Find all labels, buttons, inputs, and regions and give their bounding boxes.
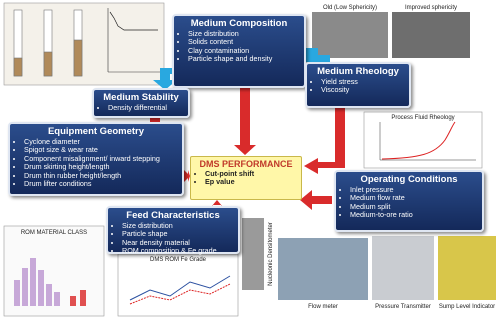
bullet: Inlet pressure	[350, 185, 477, 194]
box-title: Medium Stability	[103, 92, 179, 103]
image-caption: Process Fluid Rheology	[391, 115, 454, 121]
bullet: ROM composition & Fe grade	[122, 246, 233, 255]
box: Equipment Geometry Cyclone diameterSpigo…	[8, 122, 184, 196]
bullet: Ep value	[205, 177, 296, 186]
cyclone-photo	[242, 218, 264, 290]
box-list: Size distributionParticle shapeNear dens…	[113, 221, 233, 256]
bullet: Drum skirting height/length	[24, 162, 177, 171]
bullet: Medium-to-ore ratio	[350, 210, 477, 219]
bullet: Medium split	[350, 202, 477, 211]
bullet: Drum lifter conditions	[24, 179, 177, 188]
bullet: Particle shape and density	[188, 54, 299, 63]
bullet: Near density material	[122, 238, 233, 247]
image-caption: Old (Low Sphericity)	[323, 5, 377, 11]
bullet: Yield stress	[321, 77, 404, 86]
box: Medium Composition Size distributionSoli…	[172, 14, 306, 88]
bullet: Solids content	[188, 37, 299, 46]
center-title: DMS PERFORMANCE	[199, 159, 293, 169]
image-caption: DMS ROM Fe Grade	[150, 257, 207, 263]
box-list: Inlet pressureMedium flow rateMedium spl…	[341, 185, 477, 220]
box-list: Yield stressViscosity	[312, 77, 404, 95]
bullet: Cyclone diameter	[24, 137, 177, 146]
image-caption: Sump Level Indicator	[439, 304, 495, 310]
rom-bars	[14, 258, 86, 306]
bullet: Medium flow rate	[350, 193, 477, 202]
image-caption: Nucleonic Densitometer	[268, 222, 274, 286]
bullet: Size distribution	[122, 221, 233, 230]
box-title: Feed Characteristics	[126, 210, 220, 221]
bullet: Component misalignment/ inward stepping	[24, 154, 177, 163]
bullet: Particle shape	[122, 229, 233, 238]
box-title: Medium Composition	[190, 18, 288, 29]
box-title: Operating Conditions	[360, 174, 458, 185]
box-list: Cyclone diameterSpigot size & wear rateC…	[15, 137, 177, 188]
box-list: Size distributionSolids contentClay cont…	[179, 29, 299, 64]
center-box: DMS PERFORMANCE Cut-point shiftEp value	[190, 156, 302, 200]
box: Medium Stability Density differential	[92, 88, 190, 118]
image-caption: Flow meter	[308, 304, 338, 310]
box-title: Medium Rheology	[317, 66, 399, 77]
bullet: Spigot size & wear rate	[24, 145, 177, 154]
settling-image	[3, 2, 165, 86]
bullet: Size distribution	[188, 29, 299, 38]
rheology-plot	[379, 121, 476, 161]
image-caption: Improved sphericity	[405, 5, 457, 11]
fe-grade-chart	[117, 253, 239, 317]
bullet: Drum thin rubber height/length	[24, 171, 177, 180]
box: Operating Conditions Inlet pressureMediu…	[334, 170, 484, 232]
sump-photo	[438, 236, 496, 300]
bullet: Density differential	[108, 103, 183, 112]
bullet: Viscosity	[321, 85, 404, 94]
box: Medium Rheology Yield stressViscosity	[305, 62, 411, 108]
pressure-photo	[372, 236, 434, 300]
box: Feed Characteristics Size distributionPa…	[106, 206, 240, 256]
settling-tubes	[13, 9, 83, 77]
bullet: Clay contamination	[188, 46, 299, 55]
center-list: Cut-point shiftEp value	[196, 169, 296, 187]
image-caption: ROM MATERIAL CLASS	[21, 230, 87, 236]
flow-meter-photo	[278, 238, 368, 300]
fe-grade-line	[129, 283, 231, 305]
bullet: Cut-point shift	[205, 169, 296, 178]
sem-image-old	[312, 12, 388, 58]
box-list: Density differential	[99, 103, 183, 112]
image-caption: Pressure Transmitter	[375, 304, 431, 310]
fe-grade-line	[129, 275, 231, 301]
box-title: Equipment Geometry	[47, 126, 145, 137]
sem-image-new	[392, 12, 470, 58]
settling-curve	[107, 8, 160, 73]
